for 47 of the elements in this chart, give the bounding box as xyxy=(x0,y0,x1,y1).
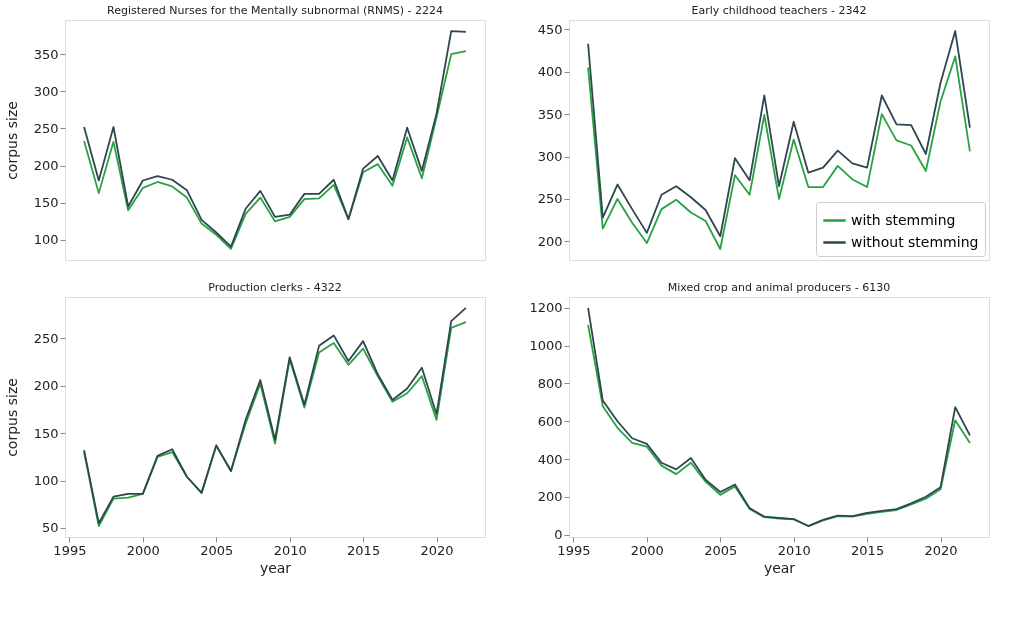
y-tick-label: 300 xyxy=(33,83,59,99)
x-tick-label: 2000 xyxy=(630,542,664,558)
y-tick-label: 1000 xyxy=(529,338,563,354)
y-tick-label: 350 xyxy=(537,106,563,122)
x-tick-label: 2005 xyxy=(200,542,234,558)
x-axis-title: year xyxy=(259,559,292,576)
x-tick-label: 1995 xyxy=(53,542,87,558)
y-tick-label: 250 xyxy=(537,191,563,207)
y-tick-label: 200 xyxy=(33,158,59,174)
chart-title: Registered Nurses for the Mentally subnormal (RNMS) - 2224 xyxy=(107,4,443,17)
x-tick-label: 2010 xyxy=(273,542,307,558)
y-tick-label: 1200 xyxy=(529,300,563,316)
x-tick-label: 2005 xyxy=(704,542,738,558)
x-axis-title: year xyxy=(763,559,796,576)
x-tick-label: 2010 xyxy=(777,542,811,558)
y-axis-title: corpus size xyxy=(3,101,20,180)
y-tick-label: 50 xyxy=(41,520,59,536)
x-tick-label: 2000 xyxy=(126,542,160,558)
y-tick-label: 300 xyxy=(537,149,563,165)
y-tick-label: 200 xyxy=(33,378,59,394)
legend-label: without stemming xyxy=(851,233,979,250)
y-tick-label: 250 xyxy=(33,330,59,346)
y-tick-label: 0 xyxy=(554,527,563,543)
chart-title: Production clerks - 4322 xyxy=(208,281,342,294)
y-tick-label: 100 xyxy=(33,473,59,489)
x-tick-label: 1995 xyxy=(557,542,591,558)
y-tick-label: 450 xyxy=(537,21,563,37)
y-tick-label: 400 xyxy=(537,451,563,467)
line-series xyxy=(587,30,971,238)
legend-label: with stemming xyxy=(851,211,956,228)
y-tick-label: 150 xyxy=(33,195,59,211)
x-tick-label: 2020 xyxy=(420,542,454,558)
y-tick-label: 250 xyxy=(33,120,59,136)
x-tick-label: 2015 xyxy=(851,542,885,558)
y-tick-label: 600 xyxy=(537,413,563,429)
y-axis-title: corpus size xyxy=(3,378,20,457)
chart-title: Early childhood teachers - 2342 xyxy=(691,4,867,17)
y-tick-label: 100 xyxy=(33,232,59,248)
x-tick-label: 2020 xyxy=(924,542,958,558)
y-tick-label: 200 xyxy=(537,489,563,505)
y-tick-label: 200 xyxy=(537,233,563,249)
x-tick-label: 2015 xyxy=(347,542,381,558)
y-tick-label: 400 xyxy=(537,64,563,80)
y-tick-label: 800 xyxy=(537,375,563,391)
y-tick-label: 150 xyxy=(33,425,59,441)
y-tick-label: 350 xyxy=(33,46,59,62)
chart-title: Mixed crop and animal producers - 6130 xyxy=(667,281,891,294)
